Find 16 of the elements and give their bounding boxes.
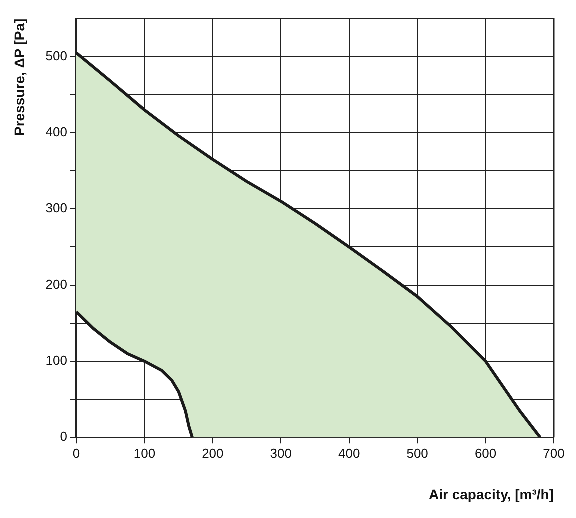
- x-axis-title: Air capacity, [m³/h]: [429, 486, 554, 502]
- y-tick-label: 100: [46, 353, 68, 368]
- x-tick-label: 600: [474, 446, 497, 461]
- x-tick-label: 400: [338, 446, 360, 461]
- x-tick-label: 0: [72, 446, 80, 461]
- x-tick-label: 700: [543, 446, 565, 461]
- y-tick-label: 400: [46, 124, 68, 140]
- x-tick-label: 200: [202, 446, 224, 461]
- y-tick-label: 200: [46, 276, 68, 292]
- y-axis-title: Pressure, ΔP [Pa]: [11, 18, 28, 136]
- y-tick-label: 0: [60, 429, 68, 444]
- x-tick-label: 300: [270, 446, 292, 461]
- x-tick-label: 500: [406, 446, 428, 461]
- y-tick-label: 500: [46, 48, 68, 64]
- y-tick-label: 300: [46, 200, 68, 216]
- x-tick-label: 100: [134, 446, 156, 461]
